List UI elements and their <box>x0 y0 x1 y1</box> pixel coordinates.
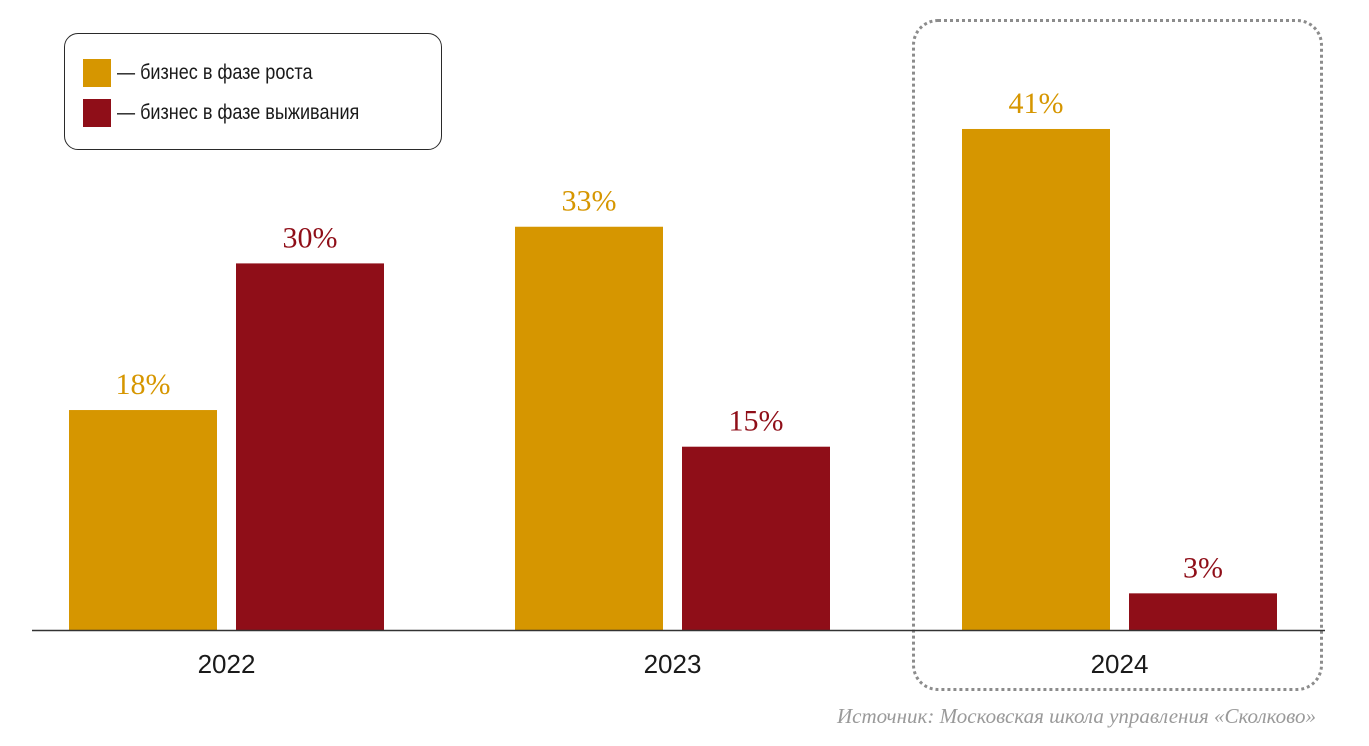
legend-label-growth: — бизнес в фазе роста <box>117 61 313 84</box>
legend-item-growth: — бизнес в фазе роста <box>83 59 344 87</box>
x-tick-label-2024: 2024 <box>1091 649 1149 679</box>
source-note: Источник: Московская школа управления «С… <box>836 704 1316 728</box>
legend-item-survival: — бизнес в фазе выживания <box>83 99 399 127</box>
legend-label-survival: — бизнес в фазе выживания <box>117 101 360 124</box>
bar-2024-growth <box>962 128 1110 631</box>
x-tick-label-2023: 2023 <box>644 649 702 679</box>
data-label-2024-growth: 41% <box>1009 87 1064 120</box>
legend-swatch-survival <box>83 99 111 127</box>
bar-2022-growth <box>69 410 217 630</box>
highlight-frame-2024 <box>912 19 1323 691</box>
legend-swatch-growth <box>83 59 111 87</box>
legend: — бизнес в фазе роста — бизнес в фазе вы… <box>64 33 442 150</box>
bar-2023-survival <box>682 446 830 630</box>
bar-2022-survival <box>236 263 384 630</box>
x-tick-label-2022: 2022 <box>198 649 256 679</box>
bar-2023-growth <box>515 226 663 631</box>
data-label-2022-survival: 30% <box>283 221 338 254</box>
data-label-2023-survival: 15% <box>729 405 784 438</box>
data-label-2023-growth: 33% <box>562 185 617 218</box>
bar-2024-survival <box>1129 593 1277 630</box>
data-label-2022-growth: 18% <box>116 368 171 401</box>
data-label-2024-survival: 3% <box>1183 551 1223 584</box>
